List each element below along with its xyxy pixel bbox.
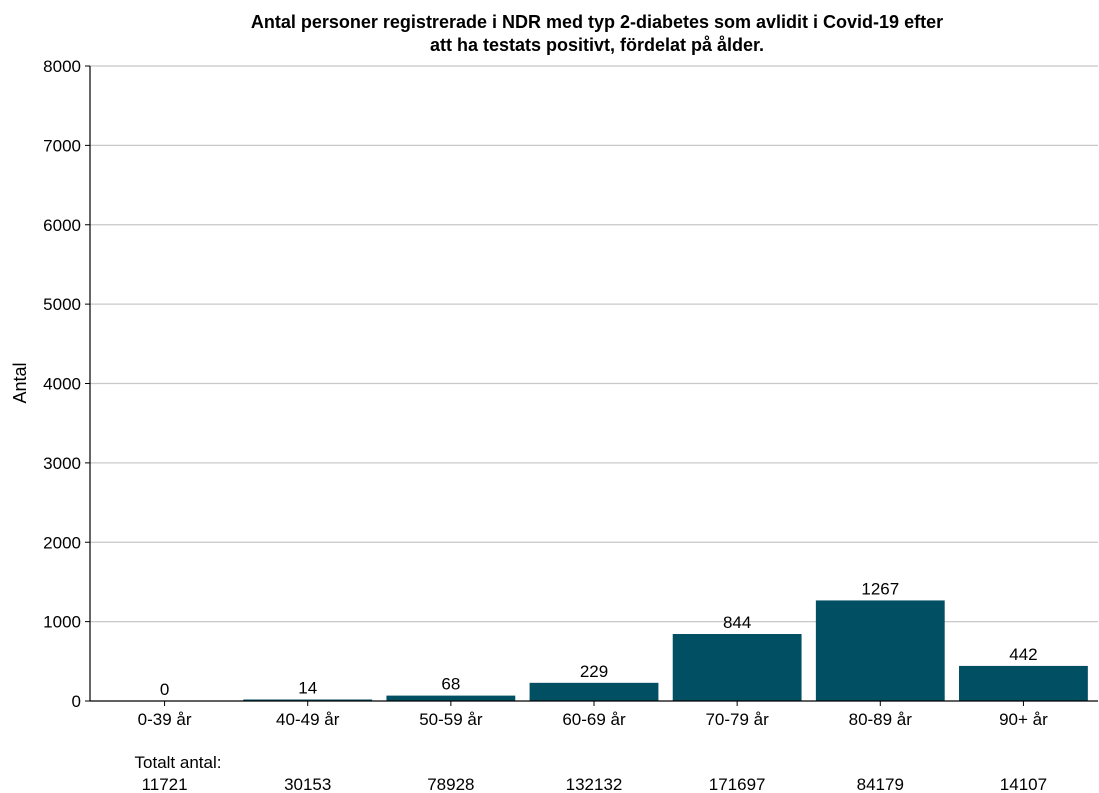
bars: [243, 600, 1088, 701]
y-tick-label: 6000: [43, 216, 81, 235]
x-tick-label: 90+ år: [999, 710, 1048, 729]
y-tick-label: 0: [72, 692, 81, 711]
axes: [85, 65, 1098, 706]
total-count: 11721: [142, 775, 188, 793]
bar-value-label: 844: [723, 613, 751, 632]
x-tick-label: 50-59 år: [419, 710, 483, 729]
y-tick-label: 4000: [43, 375, 81, 394]
total-count: 132132: [566, 775, 623, 793]
y-axis-title: Antal: [10, 362, 30, 403]
total-count: 78928: [427, 775, 474, 793]
labels: 0 1000 2000 3000 4000 5000 6000 7000 8000 0 0-39 å…: [43, 57, 1048, 793]
bar-value-label: 229: [580, 662, 608, 681]
x-tick-label: 80-89 år: [849, 710, 913, 729]
bar: [815, 600, 945, 701]
y-tick-label: 5000: [43, 295, 81, 314]
bar: [672, 634, 802, 701]
total-count: 14107: [1000, 775, 1047, 793]
y-tick-label: 7000: [43, 136, 81, 155]
bar: [529, 682, 659, 701]
total-count: 171697: [709, 775, 766, 793]
total-count: 30153: [284, 775, 331, 793]
y-tick-label: 1000: [43, 613, 81, 632]
y-tick-label: 3000: [43, 454, 81, 473]
chart-title-line1: Antal personer registrerade i NDR med ty…: [251, 12, 943, 32]
x-tick-label: 0-39 år: [138, 710, 192, 729]
bar: [959, 665, 1088, 701]
chart-title-line2: att ha testats positivt, fördelat på åld…: [430, 35, 764, 55]
totals-label: Totalt antal:: [135, 753, 222, 772]
x-tick-label: 60-69 år: [562, 710, 626, 729]
y-tick-label: 8000: [43, 57, 81, 76]
bar-value-label: 0: [160, 680, 169, 699]
bar: [243, 699, 373, 701]
total-count: 84179: [857, 775, 904, 793]
bar-value-label: 14: [298, 679, 317, 698]
y-tick-label: 2000: [43, 533, 81, 552]
bar: [386, 695, 516, 701]
gridlines: [90, 65, 1098, 623]
x-tick-label: 40-49 år: [276, 710, 340, 729]
bar-value-label: 442: [1009, 645, 1037, 664]
x-tick-label: 70-79 år: [705, 710, 769, 729]
bar-value-label: 1267: [861, 579, 899, 598]
bar-value-label: 68: [441, 675, 460, 694]
